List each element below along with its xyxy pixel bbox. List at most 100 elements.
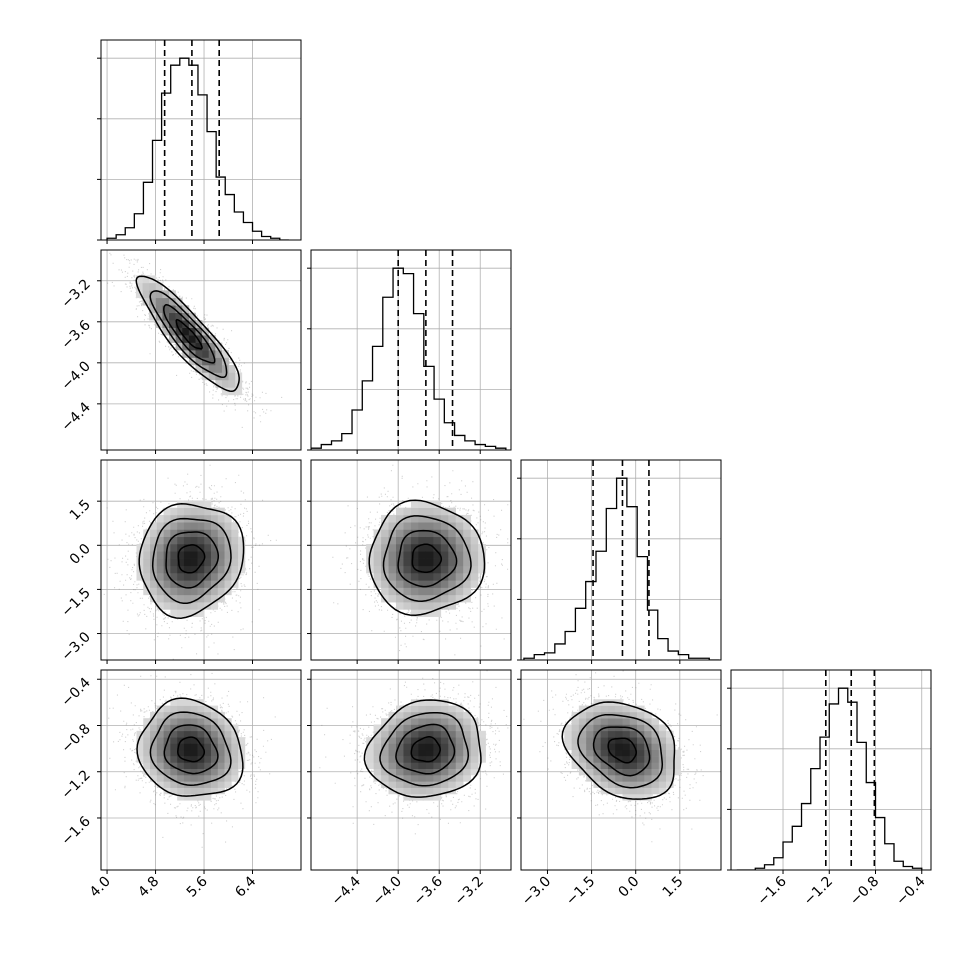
density-cell [136, 749, 144, 757]
density-cell [418, 775, 427, 782]
density-cell [190, 529, 198, 538]
density-cell [470, 529, 479, 538]
density-cell [150, 573, 158, 581]
density-cell [211, 522, 219, 530]
density-cell [629, 737, 638, 744]
density-cell [440, 529, 449, 538]
density-cell [388, 565, 397, 574]
density-cell [607, 775, 616, 782]
density-cell [455, 749, 464, 757]
density-cell [373, 762, 382, 770]
density-cell [433, 705, 442, 713]
density-cell [644, 768, 652, 776]
density-cell [169, 290, 176, 299]
density-cell [195, 335, 203, 343]
density-cell [403, 587, 412, 596]
histogram-panel-1 [97, 39, 302, 241]
density-cell [381, 544, 389, 552]
density-cell [651, 775, 660, 782]
density-cell [183, 536, 191, 545]
density-cell [470, 762, 479, 770]
density-cell [396, 558, 404, 567]
density-cell [197, 730, 205, 738]
density-cell [433, 743, 442, 751]
density-cell [163, 775, 171, 782]
density-cell [155, 320, 163, 328]
contour-1 [410, 736, 441, 763]
density-cell [586, 749, 594, 757]
density-cell [197, 551, 205, 559]
density-cell [425, 756, 434, 763]
density-cell [228, 372, 236, 381]
density-cell [231, 544, 239, 552]
density-cell [156, 580, 164, 588]
density-cell [410, 522, 419, 530]
density-cell [622, 762, 631, 770]
x-tick-label-3-1: −1.5 [563, 874, 598, 909]
density-cell [211, 507, 219, 516]
density-cell [418, 756, 427, 763]
density-cell [455, 544, 464, 552]
density-cell [381, 580, 389, 588]
density-cell [373, 536, 382, 545]
density-cell [156, 558, 164, 567]
density-cell [470, 544, 479, 552]
density-cell [403, 544, 412, 552]
density-cell [658, 724, 667, 732]
density-cell [204, 724, 212, 732]
density-cell [615, 737, 623, 744]
density-cell [143, 565, 151, 574]
density-cell [622, 718, 631, 725]
density-cell [651, 787, 660, 795]
density-cell [470, 536, 479, 545]
density-cell [208, 335, 216, 343]
density-cell [190, 609, 198, 617]
density-cell [629, 724, 638, 732]
density-cell [425, 762, 434, 770]
density-cell [217, 587, 225, 596]
density-cell [403, 580, 412, 588]
density-cell [629, 787, 638, 795]
scatter-panel-2-3 [310, 459, 512, 661]
density-cell [396, 507, 404, 516]
density-cell [208, 364, 216, 373]
density-cell [586, 768, 594, 776]
density-cell [183, 522, 191, 530]
density-cell [615, 705, 623, 713]
contour-1 [411, 543, 443, 573]
density-cell [425, 587, 434, 596]
density-cell [433, 573, 442, 581]
density-cell [238, 743, 246, 751]
density-cell [373, 580, 382, 588]
density-cell [197, 737, 205, 744]
density-cell [448, 724, 457, 732]
density-cell [388, 762, 397, 770]
density-cell [183, 705, 191, 713]
density-cell [169, 305, 176, 314]
density-cell [381, 749, 389, 757]
density-cell [615, 730, 623, 738]
density-cell [425, 730, 434, 738]
density-cell [607, 730, 616, 738]
density-cell [156, 565, 164, 574]
density-cell [571, 762, 580, 770]
density-cell [373, 749, 382, 757]
density-cell [448, 705, 457, 713]
density-cell [373, 558, 382, 567]
density-cell [204, 705, 212, 713]
density-cell [571, 724, 580, 732]
density-cell [197, 705, 205, 713]
density-cell [425, 743, 434, 751]
density-cell [425, 711, 434, 719]
density-cell [231, 558, 239, 567]
density-cell [403, 565, 412, 574]
contour-1 [607, 737, 637, 764]
density-cell [470, 756, 479, 763]
density-cell [381, 558, 389, 567]
density-cell [204, 749, 212, 757]
density-cell [666, 749, 674, 757]
density-cell [637, 787, 645, 795]
density-cell [170, 699, 178, 706]
density-cell [373, 730, 382, 738]
density-cell [177, 775, 185, 782]
